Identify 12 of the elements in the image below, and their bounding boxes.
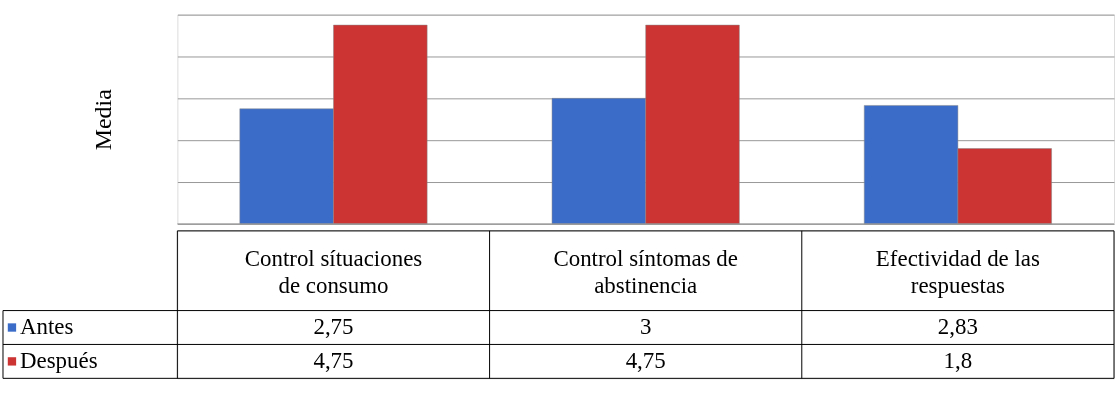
x-tick-label: Control síntomas de abstinencia [553, 245, 738, 298]
y-axis-title: Media [90, 88, 117, 151]
data-label: 1,8 [943, 348, 973, 374]
data-label: 4,75 [625, 348, 666, 374]
x-tick-label: Efectividad de las respuestas [875, 245, 1041, 298]
x-tick-label: Control sítuaciones de consumo [244, 245, 423, 298]
data-label: 2,83 [937, 314, 978, 340]
data-label: 3 [639, 314, 652, 340]
legend-label: Después [19, 348, 98, 374]
data-label: 2,75 [313, 314, 354, 340]
data-label: 4,75 [313, 348, 354, 374]
legend-label: Antes [19, 314, 74, 340]
